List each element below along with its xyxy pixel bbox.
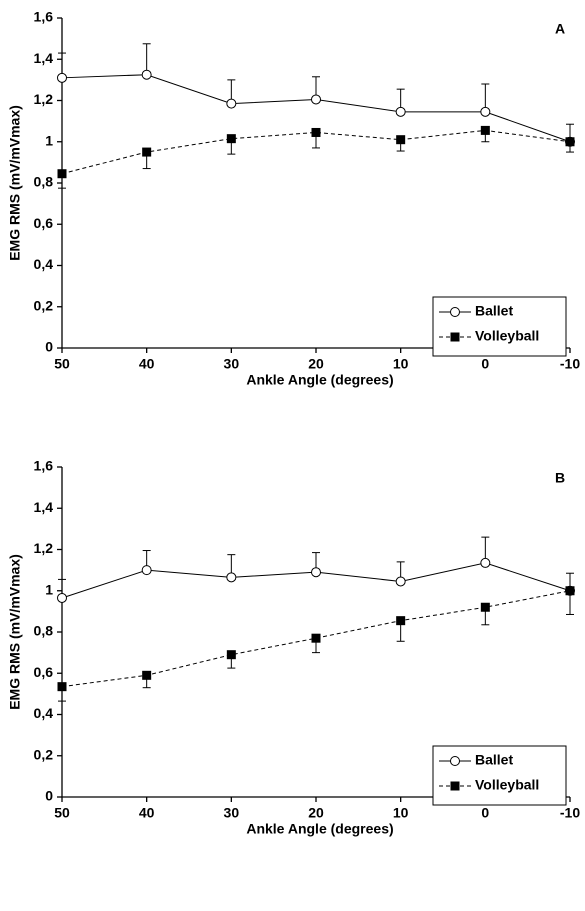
x-tick-label: 40 [139,805,155,821]
marker [142,670,152,680]
y-tick-label: 0,6 [34,664,54,680]
marker [311,567,321,578]
marker [226,134,236,144]
marker [142,147,152,157]
marker [141,69,152,80]
x-tick-label: -10 [560,356,580,372]
y-tick-label: 0,6 [34,215,54,231]
y-tick-label: 0 [45,339,53,355]
marker [311,633,321,643]
x-tick-label: 40 [139,356,155,372]
x-tick-label: 30 [224,805,240,821]
legend-box [432,296,567,357]
x-tick-label: 50 [54,805,70,821]
x-tick-label: 30 [224,356,240,372]
y-tick-label: 1,4 [34,50,54,66]
marker [57,169,67,179]
x-tick-label: 10 [393,805,409,821]
marker [565,586,575,596]
marker [480,106,491,117]
x-axis-label: Ankle Angle (degrees) [246,821,393,837]
legend-marker [450,307,460,317]
y-tick-label: 0,8 [34,623,54,639]
y-tick-label: 0 [45,788,53,804]
x-tick-label: -10 [560,805,580,821]
marker [226,650,236,660]
panel-label: B [555,470,565,486]
y-tick-label: 0,2 [34,746,54,762]
marker [396,135,406,145]
marker [226,572,237,583]
legend-label: Volleyball [475,777,539,793]
y-tick-label: 0,2 [34,297,54,313]
legend-label: Ballet [475,752,513,768]
x-tick-label: 0 [481,805,489,821]
marker [57,682,67,692]
marker [395,576,406,587]
marker [565,137,575,147]
y-tick-label: 0,4 [34,705,54,721]
y-tick-label: 1,2 [34,91,54,107]
legend-box [432,745,567,806]
marker [480,557,491,568]
y-tick-label: 1,4 [34,499,54,515]
y-tick-label: 1,6 [34,9,54,25]
legend-label: Volleyball [475,328,539,344]
marker [141,565,152,576]
x-axis-label: Ankle Angle (degrees) [246,372,393,388]
error-bar [142,43,151,75]
legend-marker [450,756,460,766]
y-tick-label: 1,2 [34,540,54,556]
legend-marker [450,781,460,791]
marker [311,94,321,105]
y-tick-label: 1,6 [34,458,54,474]
marker [480,125,490,135]
y-axis-label: EMG RMS (mV/mVmax) [7,554,23,710]
y-axis-label: EMG RMS (mV/mVmax) [7,105,23,261]
x-tick-label: 50 [54,356,70,372]
y-tick-label: 0,4 [34,256,54,272]
marker [57,592,67,603]
x-tick-label: 10 [393,356,409,372]
y-tick-label: 1 [45,581,53,597]
marker [480,602,490,612]
marker [57,72,67,83]
panel-label: A [555,21,565,37]
legend-label: Ballet [475,303,513,319]
legend-marker [450,332,460,342]
marker [396,616,406,626]
y-tick-label: 1 [45,132,53,148]
x-tick-label: 20 [308,356,324,372]
marker [226,98,237,109]
marker [395,106,406,117]
marker [311,127,321,137]
x-tick-label: 0 [481,356,489,372]
x-tick-label: 20 [308,805,324,821]
y-tick-label: 0,8 [34,174,54,190]
